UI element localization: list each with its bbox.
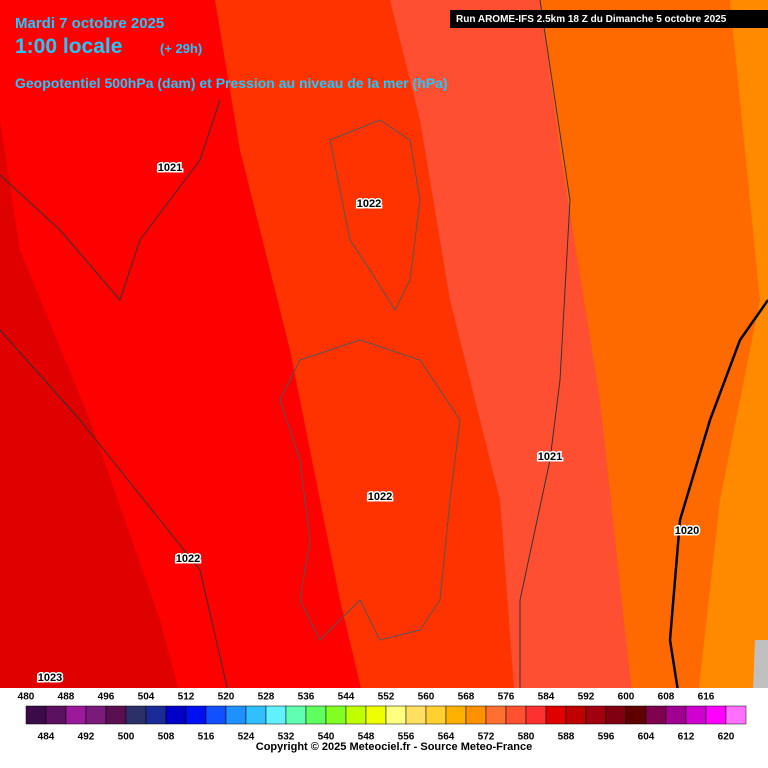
legend-label: 496 xyxy=(98,692,115,703)
legend-label: 556 xyxy=(398,732,415,743)
legend-swatch xyxy=(265,705,287,725)
legend-label: 532 xyxy=(278,732,295,743)
legend-label: 536 xyxy=(298,692,315,703)
legend-swatch xyxy=(145,705,167,725)
legend-swatch xyxy=(345,705,367,725)
isobar xyxy=(519,0,571,768)
legend-label: 520 xyxy=(218,692,235,703)
legend-swatch xyxy=(285,705,307,725)
isobar-label: 1021 xyxy=(158,162,182,174)
legend-swatch xyxy=(525,705,547,725)
legend-label: 604 xyxy=(638,732,655,743)
legend-label: 540 xyxy=(318,732,335,743)
legend-swatch xyxy=(485,705,507,725)
legend-swatch xyxy=(125,705,147,725)
legend-label: 608 xyxy=(658,692,675,703)
legend-label: 544 xyxy=(338,692,355,703)
lead-time: (+ 29h) xyxy=(160,41,202,56)
legend-swatch xyxy=(405,705,427,725)
legend-label: 620 xyxy=(718,732,735,743)
isobar-label: 1023 xyxy=(38,672,62,684)
legend-swatch xyxy=(165,705,187,725)
legend-panel xyxy=(0,688,768,768)
legend-swatch xyxy=(545,705,567,725)
legend-swatch xyxy=(205,705,227,725)
legend-swatch xyxy=(705,705,727,725)
legend-swatch xyxy=(565,705,587,725)
legend-label: 516 xyxy=(198,732,215,743)
legend-swatch xyxy=(65,705,87,725)
legend-swatch xyxy=(365,705,387,725)
isobar xyxy=(0,99,221,301)
legend-swatch xyxy=(85,705,107,725)
subtitle: Geopotentiel 500hPa (dam) et Pression au… xyxy=(15,75,448,91)
legend-label: 580 xyxy=(518,732,535,743)
legend-label: 500 xyxy=(118,732,135,743)
legend-label: 528 xyxy=(258,692,275,703)
legend-label: 584 xyxy=(538,692,555,703)
legend-label: 512 xyxy=(178,692,195,703)
legend-swatch xyxy=(605,705,627,725)
isobar-label: 1022 xyxy=(357,198,381,210)
isobar-labels: 1021 1022 1022 1021 1020 1022 1023 xyxy=(36,160,700,685)
legend-swatch xyxy=(305,705,327,725)
legend-swatch xyxy=(225,705,247,725)
legend-swatch xyxy=(685,705,707,725)
legend-swatch xyxy=(505,705,527,725)
band xyxy=(0,120,200,768)
legend-label: 524 xyxy=(238,732,255,743)
legend-swatch xyxy=(185,705,207,725)
legend-swatch xyxy=(245,705,267,725)
legend-label: 576 xyxy=(498,692,515,703)
coastline xyxy=(279,119,461,641)
copyright: Copyright © 2025 Meteociel.fr - Source M… xyxy=(256,741,532,753)
isobar xyxy=(668,299,768,768)
legend-swatch xyxy=(45,705,67,725)
legend-swatch xyxy=(425,705,447,725)
legend-swatch xyxy=(625,705,647,725)
legend-swatch xyxy=(105,705,127,725)
legend-label: 612 xyxy=(678,732,695,743)
legend-label: 548 xyxy=(358,732,375,743)
legend-swatch xyxy=(385,705,407,725)
run-info: Run AROME-IFS 2.5km 18 Z du Dimanche 5 o… xyxy=(456,14,727,25)
legend-label: 480 xyxy=(18,692,35,703)
isobar-label: 1022 xyxy=(368,491,392,503)
legend-label: 592 xyxy=(578,692,595,703)
date: Mardi 7 octobre 2025 xyxy=(15,15,164,32)
legend-label: 488 xyxy=(58,692,75,703)
legend-label: 564 xyxy=(438,732,455,743)
band xyxy=(690,0,768,768)
legend-label: 596 xyxy=(598,732,615,743)
legend-swatch xyxy=(665,705,687,725)
legend-swatch xyxy=(585,705,607,725)
legend-label: 504 xyxy=(138,692,155,703)
legend-swatch xyxy=(25,705,47,725)
isobar-label: 1021 xyxy=(538,451,562,463)
legend-label: 484 xyxy=(38,732,55,743)
legend-label: 588 xyxy=(558,732,575,743)
legend-label: 552 xyxy=(378,692,395,703)
legend-swatch xyxy=(325,705,347,725)
legend-label: 568 xyxy=(458,692,475,703)
legend-label: 572 xyxy=(478,732,495,743)
isobar-label: 1020 xyxy=(675,525,699,537)
run-box xyxy=(450,10,768,28)
legend-label: 600 xyxy=(618,692,635,703)
legend: 480 484 488 492 496 500 504 508 512 516 520 524 528 5… xyxy=(18,692,747,743)
legend-label: 508 xyxy=(158,732,175,743)
legend-label: 560 xyxy=(418,692,435,703)
time: 1:00 locale xyxy=(15,35,122,58)
legend-label: 492 xyxy=(78,732,95,743)
legend-label: 616 xyxy=(698,692,715,703)
legend-swatch xyxy=(645,705,667,725)
legend-swatch xyxy=(465,705,487,725)
isobar-label: 1022 xyxy=(176,553,200,565)
legend-swatch xyxy=(725,705,747,725)
legend-swatch xyxy=(445,705,467,725)
